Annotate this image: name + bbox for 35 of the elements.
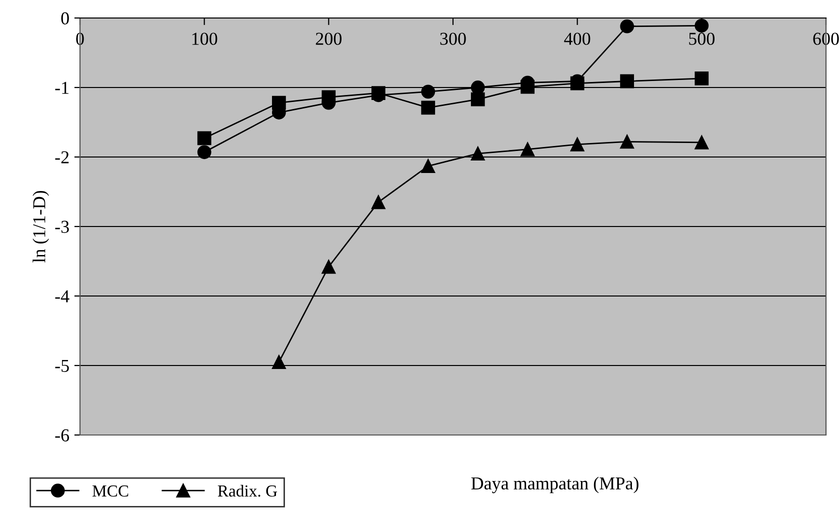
y-tick-label: -5: [55, 360, 69, 372]
legend-label: MCC: [92, 485, 128, 497]
point: [620, 134, 634, 149]
x-tick-label: 100: [192, 32, 218, 45]
point: [620, 74, 634, 88]
point: [197, 145, 212, 160]
y-tick-label: -1: [55, 82, 68, 94]
point: [421, 159, 436, 173]
x-tick-label: 400: [564, 32, 590, 45]
y-tick-label: -6: [55, 429, 70, 442]
point: [371, 195, 386, 210]
point: [421, 100, 436, 115]
x-tick-label: 300: [440, 32, 466, 45]
y-tick-label: -2: [55, 151, 69, 164]
point: [520, 142, 535, 156]
point: [470, 92, 485, 106]
y-tick-label: 0: [61, 12, 69, 24]
y-tick-label: -4: [55, 290, 70, 302]
point: [570, 138, 584, 152]
x-tick-label: 500: [689, 32, 715, 45]
point: [470, 80, 485, 94]
point: [322, 260, 336, 274]
point: [694, 18, 709, 33]
point: [620, 19, 634, 34]
point: [197, 131, 212, 146]
x-tick-label: 200: [316, 32, 342, 45]
x-axis-title: Daya mampatan (MPa): [471, 476, 638, 494]
point: [694, 72, 709, 86]
point: [470, 146, 485, 160]
legend-label: Radix. G: [218, 484, 278, 497]
point: [694, 135, 709, 150]
point: [272, 355, 286, 369]
y-axis-title: ln (1/1-D): [32, 190, 49, 262]
y-tick-label: -3: [55, 220, 69, 233]
point: [421, 84, 436, 99]
